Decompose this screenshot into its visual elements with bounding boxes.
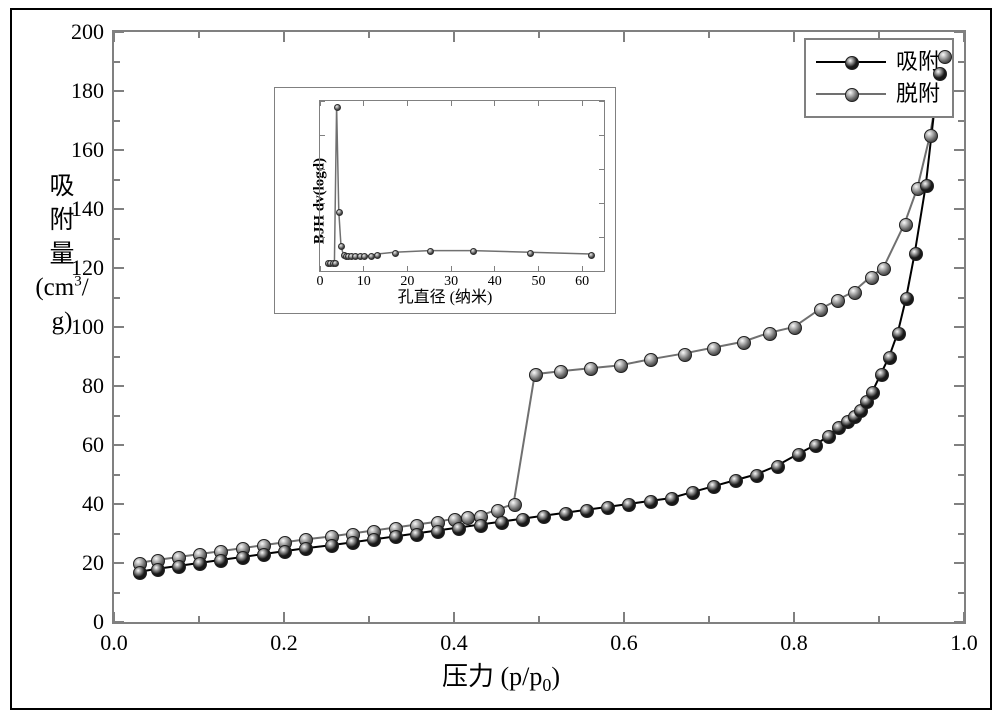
inset-marker xyxy=(334,104,341,111)
inset-panel: BJH dv(logd) 0102030405060 孔直径 (纳米) xyxy=(274,87,616,314)
adsorption-marker xyxy=(257,548,271,562)
adsorption-marker xyxy=(410,528,424,542)
adsorption-marker xyxy=(900,292,914,306)
desorption-marker xyxy=(644,353,658,367)
adsorption-marker xyxy=(665,492,679,506)
adsorption-marker xyxy=(883,351,897,365)
adsorption-marker xyxy=(133,566,147,580)
desorption-marker xyxy=(614,359,628,373)
ytick-label: 120 xyxy=(54,255,104,281)
desorption-marker xyxy=(707,342,721,356)
adsorption-marker xyxy=(866,386,880,400)
inset-marker xyxy=(374,252,381,259)
ytick-label: 80 xyxy=(54,373,104,399)
adsorption-marker xyxy=(729,474,743,488)
desorption-marker xyxy=(678,348,692,362)
ytick-label: 60 xyxy=(54,432,104,458)
adsorption-marker xyxy=(431,525,445,539)
adsorption-marker xyxy=(537,510,551,524)
legend-swatch-adsorption xyxy=(816,55,886,69)
desorption-marker xyxy=(737,336,751,350)
desorption-marker xyxy=(763,327,777,341)
legend-label-desorption: 脱附 xyxy=(896,78,940,110)
adsorption-marker xyxy=(580,504,594,518)
adsorption-marker xyxy=(792,448,806,462)
inset-xlabel: 孔直径 (纳米) xyxy=(275,283,615,307)
adsorption-marker xyxy=(452,522,466,536)
adsorption-marker xyxy=(750,469,764,483)
desorption-marker xyxy=(848,286,862,300)
ytick-label: 0 xyxy=(54,609,104,635)
adsorption-marker xyxy=(193,557,207,571)
desorption-marker xyxy=(814,303,828,317)
adsorption-marker xyxy=(495,516,509,530)
ytick-label: 40 xyxy=(54,491,104,517)
inset-marker xyxy=(332,260,339,267)
adsorption-marker xyxy=(516,513,530,527)
adsorption-marker xyxy=(933,67,947,81)
desorption-marker xyxy=(865,271,879,285)
ytick-label: 140 xyxy=(54,196,104,222)
inset-marker xyxy=(392,250,399,257)
inset-line-layer xyxy=(320,101,604,271)
inset-marker xyxy=(427,248,434,255)
ytick-label: 200 xyxy=(54,19,104,45)
ytick-label: 160 xyxy=(54,137,104,163)
main-plot-area: 吸附脱附 BJH dv(logd) 0102030405060 孔直径 (纳米)… xyxy=(112,30,966,624)
adsorption-marker xyxy=(389,530,403,544)
desorption-marker xyxy=(788,321,802,335)
adsorption-marker xyxy=(325,539,339,553)
ytick-label: 180 xyxy=(54,78,104,104)
legend-item-adsorption: 吸附 xyxy=(816,46,940,78)
xtick-label: 0.6 xyxy=(610,630,638,656)
legend-swatch-desorption xyxy=(816,87,886,101)
desorption-marker xyxy=(529,368,543,382)
adsorption-marker xyxy=(172,560,186,574)
adsorption-marker xyxy=(909,247,923,261)
inset-marker xyxy=(527,250,534,257)
adsorption-marker xyxy=(644,495,658,509)
xtick-label: 0.8 xyxy=(780,630,808,656)
legend-item-desorption: 脱附 xyxy=(816,78,940,110)
legend: 吸附脱附 xyxy=(804,38,954,118)
desorption-marker xyxy=(899,218,913,232)
desorption-marker xyxy=(938,50,952,64)
desorption-marker xyxy=(831,294,845,308)
desorption-marker xyxy=(508,498,522,512)
chart-outer-frame: 吸 附 量 (cm3/ g) 吸附脱附 BJH dv(logd) 0102030… xyxy=(10,8,992,710)
adsorption-marker xyxy=(151,563,165,577)
adsorption-marker xyxy=(875,368,889,382)
xtick-label: 0.0 xyxy=(100,630,128,656)
adsorption-marker xyxy=(236,551,250,565)
adsorption-marker xyxy=(559,507,573,521)
inset-marker xyxy=(588,252,595,259)
adsorption-marker xyxy=(892,327,906,341)
inset-plot-area: 0102030405060 xyxy=(319,100,605,272)
xtick-label: 1.0 xyxy=(950,630,978,656)
adsorption-marker xyxy=(474,519,488,533)
ytick-label: 100 xyxy=(54,314,104,340)
xtick-label: 0.4 xyxy=(440,630,468,656)
adsorption-marker xyxy=(601,501,615,515)
xtick-label: 0.2 xyxy=(270,630,298,656)
adsorption-marker xyxy=(771,460,785,474)
x-axis-label: 压力 (p/p0) xyxy=(12,656,990,696)
ytick-label: 20 xyxy=(54,550,104,576)
inset-line xyxy=(327,106,590,262)
